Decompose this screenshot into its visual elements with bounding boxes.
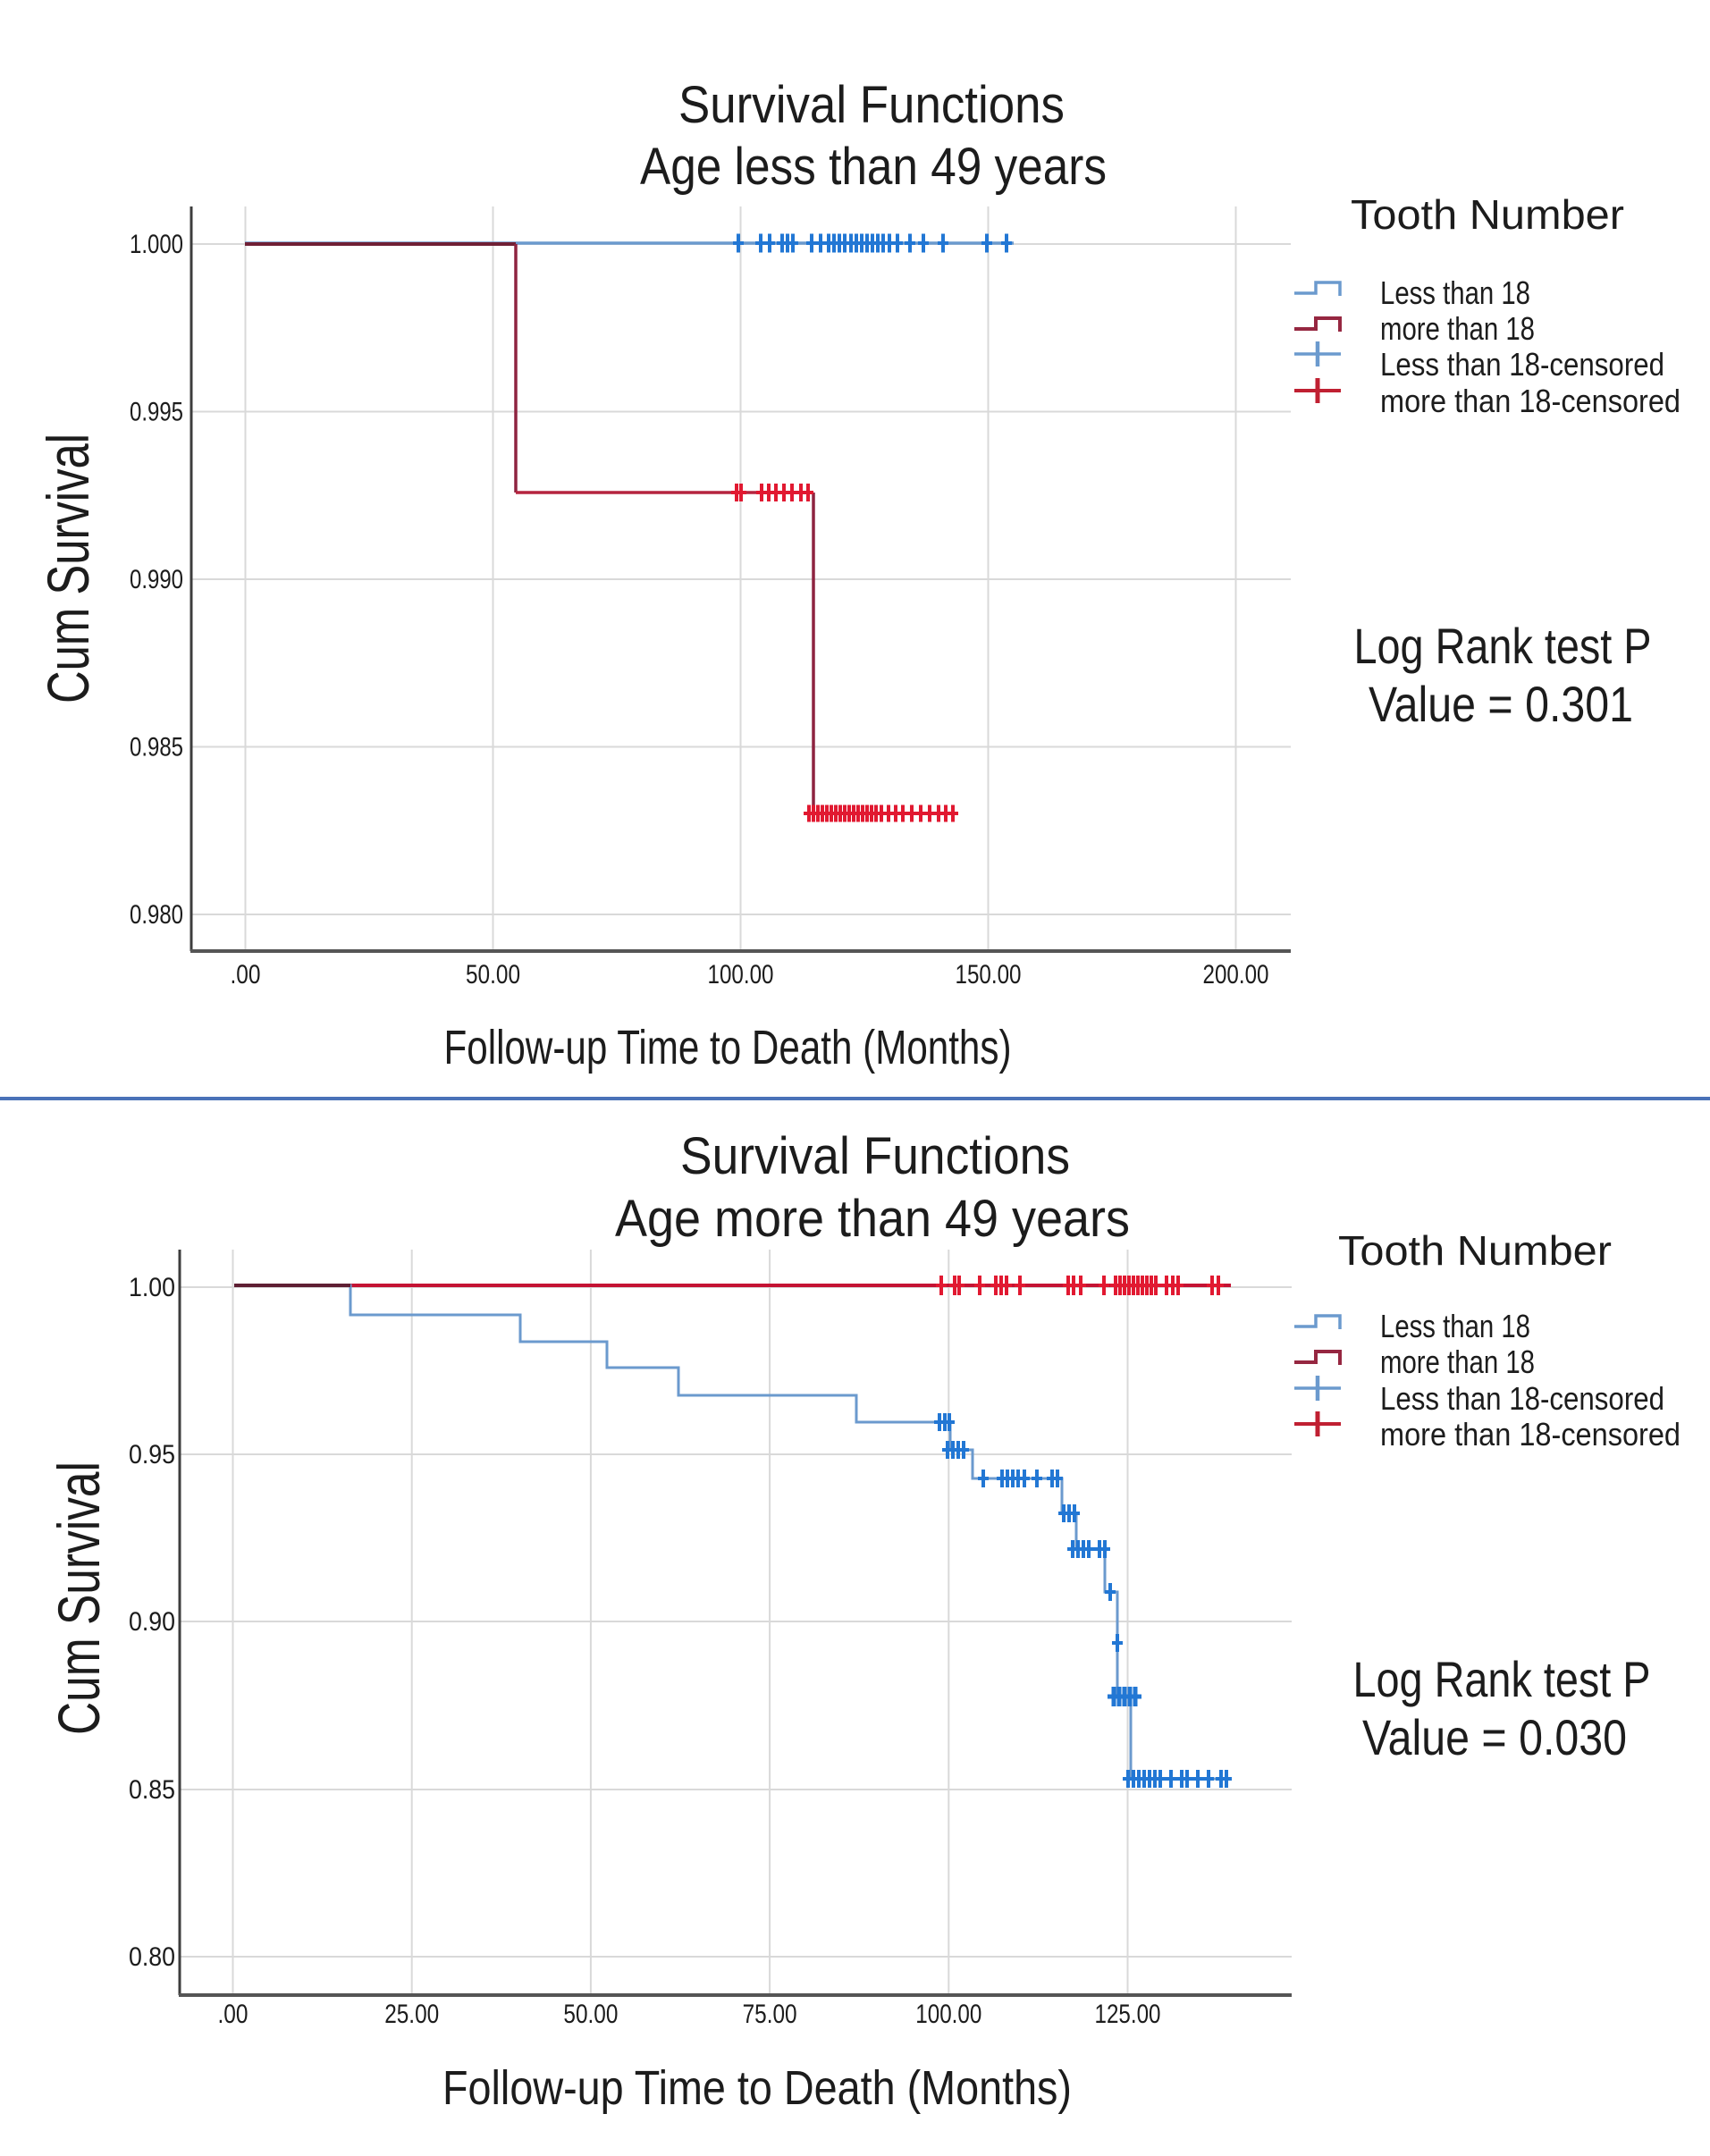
svg-text:1.000: 1.000	[130, 230, 183, 259]
svg-text:0.980: 0.980	[130, 900, 183, 930]
svg-text:0.80: 0.80	[129, 1942, 175, 1972]
svg-text:Age more than 49 years: Age more than 49 years	[615, 1190, 1130, 1248]
svg-text:more than 18-censored: more than 18-censored	[1380, 383, 1681, 419]
svg-text:.00: .00	[231, 960, 261, 990]
svg-text:more than 18: more than 18	[1380, 1343, 1535, 1380]
svg-text:150.00: 150.00	[956, 960, 1022, 990]
svg-text:Survival Functions: Survival Functions	[678, 76, 1065, 134]
svg-text:0.85: 0.85	[129, 1775, 175, 1805]
svg-text:Tooth Number: Tooth Number	[1351, 191, 1624, 238]
svg-text:Value = 0.030: Value = 0.030	[1362, 1709, 1627, 1765]
svg-text:Follow-up Time to Death (Month: Follow-up Time to Death (Months)	[444, 1021, 1012, 1074]
svg-text:Survival Functions: Survival Functions	[680, 1127, 1070, 1185]
svg-text:0.985: 0.985	[130, 733, 183, 762]
svg-text:Less than 18-censored: Less than 18-censored	[1380, 346, 1664, 383]
svg-text:Tooth Number: Tooth Number	[1338, 1227, 1612, 1274]
svg-text:0.990: 0.990	[130, 565, 183, 594]
svg-text:50.00: 50.00	[563, 2000, 618, 2029]
svg-text:more than 18-censored: more than 18-censored	[1380, 1416, 1681, 1453]
svg-text:0.90: 0.90	[129, 1607, 175, 1637]
svg-text:200.00: 200.00	[1203, 960, 1269, 990]
svg-text:100.00: 100.00	[708, 960, 774, 990]
svg-text:50.00: 50.00	[466, 960, 520, 990]
svg-text:Less than 18-censored: Less than 18-censored	[1380, 1380, 1664, 1417]
svg-text:Log Rank test P: Log Rank test P	[1354, 618, 1652, 674]
svg-text:Follow-up Time to Death (Month: Follow-up Time to Death (Months)	[442, 2061, 1072, 2115]
svg-text:1.00: 1.00	[129, 1273, 175, 1302]
svg-text:Log Rank test P: Log Rank test P	[1353, 1651, 1651, 1707]
svg-text:100.00: 100.00	[915, 2000, 981, 2029]
svg-text:0.995: 0.995	[130, 398, 183, 427]
svg-text:Value = 0.301: Value = 0.301	[1369, 676, 1633, 732]
svg-text:75.00: 75.00	[743, 2000, 797, 2029]
svg-text:more than 18: more than 18	[1380, 310, 1535, 347]
svg-text:0.95: 0.95	[129, 1440, 175, 1470]
svg-text:Age less than 49 years: Age less than 49 years	[640, 138, 1107, 196]
svg-text:Less than 18: Less than 18	[1380, 1308, 1530, 1344]
svg-text:Cum Survival: Cum Survival	[35, 434, 101, 703]
svg-text:25.00: 25.00	[384, 2000, 439, 2029]
svg-text:Cum Survival: Cum Survival	[46, 1461, 112, 1735]
svg-text:Less than 18: Less than 18	[1380, 274, 1530, 311]
svg-text:.00: .00	[218, 2000, 248, 2029]
svg-text:125.00: 125.00	[1095, 2000, 1161, 2029]
